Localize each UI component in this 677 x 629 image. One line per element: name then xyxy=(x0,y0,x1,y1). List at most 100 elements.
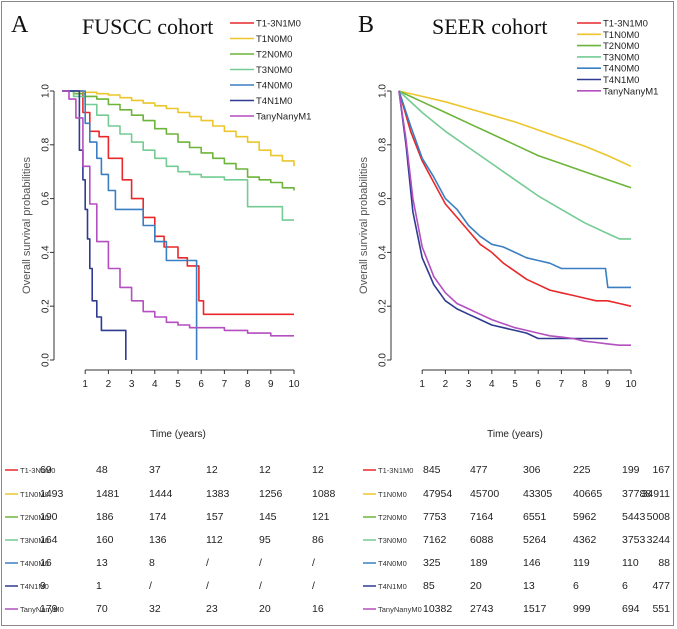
series-line-t1-3n1m0 xyxy=(398,90,632,307)
risk-cell: 7753 xyxy=(423,511,447,523)
risk-cell: 225 xyxy=(573,464,591,476)
x-tick-label: 4 xyxy=(489,379,495,390)
risk-row-label: T4N1M0 xyxy=(20,582,49,591)
risk-cell: 95 xyxy=(259,534,271,546)
legend-label: T4N1M0 xyxy=(256,96,292,107)
y-axis-label: Overall survival probabilities xyxy=(21,157,33,294)
x-tick-label: 5 xyxy=(512,379,518,390)
x-tick-label: 10 xyxy=(625,379,637,390)
legend-label: T4N1M0 xyxy=(603,75,639,86)
risk-cell: 10382 xyxy=(423,603,452,615)
x-tick-label: 4 xyxy=(152,379,158,390)
x-tick-label: 1 xyxy=(419,379,425,390)
y-tick-label: 0.2 xyxy=(41,299,52,313)
panel-letter-b: B xyxy=(358,12,374,38)
risk-cell: 1493 xyxy=(40,488,64,500)
risk-cell: 6 xyxy=(573,580,579,592)
y-tick-label: 0.0 xyxy=(378,353,389,367)
series-line-tanynanym1 xyxy=(62,90,294,337)
risk-cell: 34911 xyxy=(642,488,671,500)
risk-cell: / xyxy=(312,557,315,569)
y-tick-label: 0.8 xyxy=(41,137,52,151)
panel-b-seer: B SEER cohort 0.0 0.2 0.4 0.6 0.8 1.0 1 2 3 4 5 6 7 8… xyxy=(358,12,658,440)
risk-table-seer: T1-3N1M0 845 477 306 225 199 167 T1N0M0 47954 457… xyxy=(363,464,670,615)
legend-label: T1N0M0 xyxy=(603,30,639,41)
risk-cell: / xyxy=(206,557,209,569)
risk-cell: / xyxy=(149,580,152,592)
risk-cell: 145 xyxy=(259,511,277,523)
risk-cell: 845 xyxy=(423,464,441,476)
risk-cell: 48 xyxy=(96,464,108,476)
risk-cell: 477 xyxy=(470,464,488,476)
risk-cell: 12 xyxy=(312,464,324,476)
legend: T1-3N1M0T1N0M0T2N0M0T3N0M0T4N0M0T4N1M0Ta… xyxy=(577,19,658,97)
risk-cell: 37788 xyxy=(622,488,651,500)
risk-cell: 43305 xyxy=(523,488,552,500)
risk-row-label: T1-3N1M0 xyxy=(20,466,55,475)
legend: T1-3N1M0T1N0M0T2N0M0T3N0M0T4N0M0T4N1M0Ta… xyxy=(230,19,311,123)
risk-row-label: T4N1M0 xyxy=(378,582,407,591)
panel-title-fuscc: FUSCC cohort xyxy=(82,14,213,39)
x-tick-label: 1 xyxy=(82,379,88,390)
y-tick-label: 0.6 xyxy=(41,191,52,205)
legend-label: T1-3N1M0 xyxy=(256,19,301,30)
risk-cell: 20 xyxy=(259,603,271,615)
risk-cell: 199 xyxy=(622,464,640,476)
risk-cell: 45700 xyxy=(470,488,499,500)
risk-cell: 110 xyxy=(622,557,639,569)
risk-row-label: T1N0M0 xyxy=(378,490,407,499)
risk-cell: / xyxy=(312,580,315,592)
risk-cell: 174 xyxy=(149,511,167,523)
risk-cell: 5008 xyxy=(647,511,671,523)
risk-cell: 85 xyxy=(423,580,435,592)
series-line-t4n1m0 xyxy=(398,90,608,340)
risk-cell: 16 xyxy=(40,557,52,569)
y-tick-label: 0.6 xyxy=(378,191,389,205)
legend-label: T3N0M0 xyxy=(603,52,639,63)
x-tick-label: 3 xyxy=(466,379,472,390)
x-axis-label: Time (years) xyxy=(150,429,206,440)
risk-cell: 5443 xyxy=(622,511,646,523)
x-tick-label: 8 xyxy=(582,379,588,390)
x-tick-label: 7 xyxy=(222,379,228,390)
risk-cell: 551 xyxy=(652,603,670,615)
y-tick-label: 0.0 xyxy=(41,353,52,367)
risk-cell: 16 xyxy=(312,603,324,615)
risk-cell: 8 xyxy=(149,557,155,569)
risk-cell: 1088 xyxy=(312,488,336,500)
x-tick-label: 5 xyxy=(175,379,181,390)
y-tick-label: 1.0 xyxy=(378,84,389,98)
legend-label: T3N0M0 xyxy=(256,65,292,76)
risk-cell: 7164 xyxy=(470,511,494,523)
x-axis-label: Time (years) xyxy=(487,429,543,440)
risk-cell: 164 xyxy=(40,534,58,546)
x-tick-label: 10 xyxy=(288,379,300,390)
risk-cell: 190 xyxy=(40,511,58,523)
series-line-t3n0m0 xyxy=(62,90,294,221)
series-line-t3n0m0 xyxy=(398,90,631,240)
risk-cell: 7162 xyxy=(423,534,447,546)
legend-label: T1-3N1M0 xyxy=(603,19,648,30)
risk-row-label: TanyNanyM0 xyxy=(20,605,64,614)
y-tick-label: 1.0 xyxy=(41,84,52,98)
risk-cell: 3244 xyxy=(647,534,671,546)
risk-cell: 88 xyxy=(658,557,670,569)
risk-cell: 13 xyxy=(523,580,535,592)
risk-row: T1-3N1M0 845 477 306 225 199 167 xyxy=(363,464,670,476)
risk-cell: 6088 xyxy=(470,534,494,546)
series-line-t2n0m0 xyxy=(398,90,632,189)
risk-cell: 186 xyxy=(96,511,114,523)
series-line-tanynanym1 xyxy=(398,90,631,346)
risk-cell: 1256 xyxy=(259,488,283,500)
x-tick-label: 8 xyxy=(245,379,251,390)
risk-row-label: T2N0M0 xyxy=(20,513,49,522)
series-line-t1-3n1m0 xyxy=(62,90,294,316)
risk-cell: 47954 xyxy=(423,488,452,500)
risk-cell: 306 xyxy=(523,464,541,476)
